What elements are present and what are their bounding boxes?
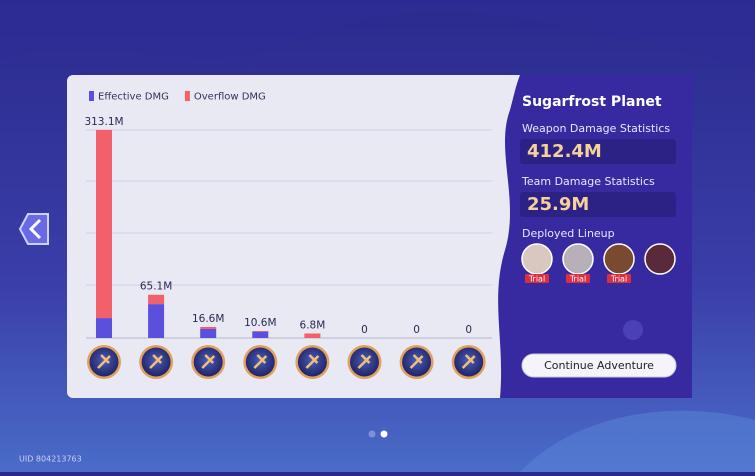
legend: Effective DMG Overflow DMG [89,91,266,103]
back-button[interactable] [18,213,49,245]
legend-label: Overflow DMG [194,92,266,103]
total-label: 65.1M [140,281,172,293]
bar-segment [252,330,269,332]
legend-swatch [89,91,94,101]
total-label: 16.6M [192,313,224,325]
bg-wave [0,0,755,70]
legend-label: Effective DMG [98,92,169,103]
portrait[interactable] [562,243,594,275]
trial-tag [525,274,549,283]
decor [623,320,643,340]
bar-segment [200,328,217,338]
icon-glyph [409,354,424,369]
trial-label: Trial [610,275,627,284]
trial-label: Trial [569,275,586,284]
bar-segment [252,331,269,338]
total-label: 6.8M [300,319,326,331]
portrait[interactable] [521,243,553,275]
weapon-icon[interactable] [347,345,382,379]
button-label[interactable]: Continue Adventure [544,359,654,372]
uid: UID 804213763 [19,455,82,464]
icon-glyph [201,354,216,369]
total-label: 0 [361,324,368,336]
portrait[interactable] [644,243,676,275]
weapon-icon[interactable] [139,345,174,379]
bar-segment [148,294,165,305]
icon-glyph [253,354,268,369]
lineup: Trial Trial Trial [521,243,676,284]
continue-button[interactable]: Continue Adventure [521,353,677,378]
total-label: 10.6M [244,317,276,329]
icon-glyph [357,354,372,369]
weapon-icon[interactable] [451,345,486,379]
weapon-icon[interactable] [399,345,434,379]
bg-wave [520,410,755,472]
value-box [520,192,676,217]
total-label: 313.1M [84,116,123,128]
total-label: 0 [413,324,420,336]
grid [86,129,492,339]
weapon-icon[interactable] [243,345,278,379]
total-label: 0 [465,324,472,336]
team-label: Team Damage Statistics [521,175,655,188]
trial-tag [566,274,590,283]
bar-segment [200,326,217,329]
page-dot[interactable] [380,430,388,438]
bar-segment [96,129,112,319]
icon-glyph [461,354,476,369]
bars: 313.1M 65.1M 16.6M 10.6M 6.8M 0 0 0 [84,116,486,379]
bar-segment [96,318,112,338]
team-value: 25.9M [527,194,589,215]
bar-segment [148,304,165,338]
weapon-value: 412.4M [527,141,602,162]
weapon-icon[interactable] [191,345,226,379]
lineup-label: Deployed Lineup [522,227,615,240]
value-box [520,139,676,164]
portrait[interactable] [603,243,635,275]
icon-glyph [149,354,163,369]
icon-glyph [305,354,320,369]
legend-swatch [184,91,190,101]
trial-label: Trial [528,275,545,284]
page-dot[interactable] [368,430,376,438]
panel-title: Sugarfrost Planet [522,94,662,110]
weapon-icon[interactable] [87,345,121,379]
weapon-icon[interactable] [295,345,330,379]
trial-tag [607,274,631,283]
weapon-label: Weapon Damage Statistics [522,122,670,135]
icon-glyph [97,354,111,369]
bar-segment [304,333,321,338]
